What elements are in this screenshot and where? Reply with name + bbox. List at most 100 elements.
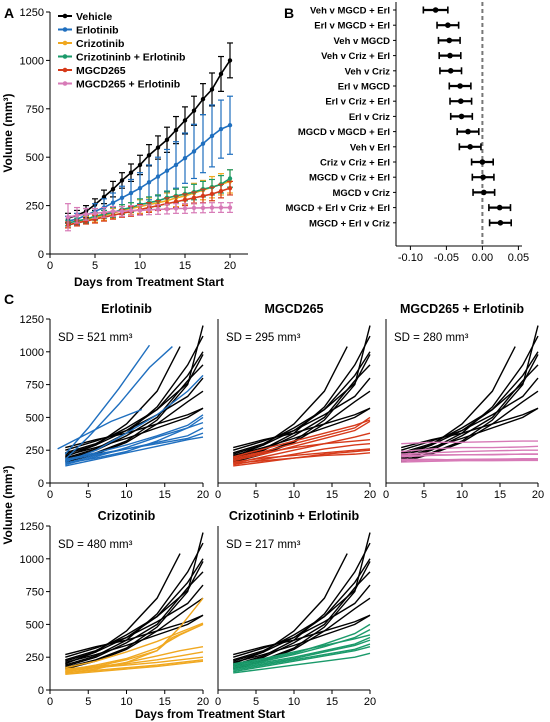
estimate-point <box>446 37 453 44</box>
estimate-point <box>481 189 487 196</box>
c1-x-tick-label: 5 <box>253 489 259 501</box>
data-point <box>155 145 161 150</box>
vehicle-mouse-line <box>233 614 371 656</box>
vehicle-mouse-line <box>400 364 539 461</box>
sd-annotation: SD = 295 mm³ <box>226 332 301 344</box>
data-point <box>191 205 197 211</box>
c4-x-tick-label: 5 <box>253 696 259 708</box>
vehicle-mouse-line <box>232 558 371 661</box>
vehicle-mouse-line <box>65 407 204 449</box>
vehicle-mouse-line <box>400 335 539 459</box>
data-point <box>191 108 197 113</box>
vehicle-mouse-line <box>65 346 181 458</box>
c0-x-tick-label: 0 <box>47 489 53 501</box>
data-point <box>227 176 233 181</box>
vehicle-mouse-line <box>400 346 516 458</box>
treated-mouse-line <box>233 623 371 666</box>
vehicle-mouse-line <box>232 561 371 662</box>
comparison-label: Veh v Criz <box>345 66 391 77</box>
data-point <box>191 195 197 201</box>
treated-mouse-line <box>64 344 151 455</box>
data-point <box>182 206 188 211</box>
a-x-axis-label: Days from Treatment Start <box>74 275 224 289</box>
treated-mouse-line <box>401 445 539 453</box>
estimate-point <box>458 113 465 120</box>
panel-b-label: B <box>284 5 294 21</box>
estimate-point <box>447 52 453 59</box>
chart-b: -0.10 -0.05 0.00 0.05 Veh v MGCD + Erl Erl v … <box>285 2 529 264</box>
vehicle-mouse-line <box>233 325 371 462</box>
comparison-label: MGCD + Erl v Criz + Erl <box>285 203 390 214</box>
vehicle-mouse-line <box>400 377 539 451</box>
c0-x-tick-label: 20 <box>197 489 209 501</box>
legend-entry: Crizotinib <box>76 38 124 50</box>
treated-mouse-line <box>64 346 173 460</box>
a-y-axis-label: Volume (mm³) <box>1 93 15 172</box>
data-point <box>155 174 161 179</box>
data-point <box>101 210 107 215</box>
c3-y-tick-label: 500 <box>26 619 44 631</box>
data-point <box>200 193 206 199</box>
c-x-axis-label: Days from Treatment Start <box>135 707 285 721</box>
estimate-point <box>480 174 486 180</box>
treated-mouse-line <box>233 629 371 668</box>
treated-mouse-line <box>233 442 371 466</box>
estimate-point <box>447 68 454 74</box>
treated-mouse-line <box>65 421 204 465</box>
c4-x-tick-label: 15 <box>326 696 338 708</box>
comparison-label: Criz v Criz + Erl <box>320 158 390 169</box>
c0-y-tick-label: 1250 <box>20 314 44 326</box>
treated-mouse-line <box>233 432 371 465</box>
legend-entry: Vehicle <box>76 11 112 23</box>
c2-x-tick-label: 15 <box>494 489 506 501</box>
data-point <box>218 188 224 194</box>
legend-entry: MGCD265 + Erlotinib <box>76 79 180 91</box>
treated-mouse-line <box>57 408 143 450</box>
treated-mouse-line <box>65 374 204 463</box>
data-point <box>200 205 206 211</box>
subplot-title: MGCD265 <box>264 302 323 316</box>
data-point <box>227 58 233 63</box>
treated-mouse-line <box>233 652 371 674</box>
vehicle-mouse-line <box>232 377 371 451</box>
subplot-title: Crizotininb + Erlotinib <box>229 509 360 523</box>
vehicle-mouse-line <box>65 558 204 661</box>
legend-marker <box>62 27 68 32</box>
data-point <box>92 211 98 216</box>
b-x-tick-label: -0.10 <box>398 252 423 264</box>
comparison-label: MGCD v Criz <box>332 188 390 199</box>
c1-x-tick-label: 20 <box>364 489 376 501</box>
data-point <box>173 127 179 133</box>
data-point <box>119 209 125 214</box>
treated-mouse-line <box>401 440 538 445</box>
c3-y-tick-label: 250 <box>26 652 44 664</box>
subplot-1: 0 5 10 15 20 MGCD265 SD = 295 mm³ <box>215 302 376 501</box>
estimate-point <box>445 22 451 29</box>
data-point <box>173 162 179 168</box>
legend-marker <box>62 40 68 46</box>
comparison-label: Erl v MGCD + Erl <box>314 21 390 32</box>
vehicle-mouse-line <box>65 553 181 665</box>
treated-mouse-line <box>233 439 371 461</box>
c3-x-tick-label: 5 <box>85 696 91 708</box>
vehicle-mouse-line <box>232 553 348 665</box>
sd-annotation: SD = 280 mm³ <box>394 332 469 344</box>
legend-entry: MGCD265 <box>76 65 126 77</box>
vehicle-mouse-line <box>400 351 539 454</box>
data-point <box>65 215 71 220</box>
treated-mouse-line <box>401 449 538 455</box>
b-x-tick-label: 0.05 <box>508 252 529 264</box>
treated-mouse-line <box>233 416 371 459</box>
data-point <box>110 209 116 214</box>
estimate-point <box>457 83 463 89</box>
data-point <box>83 212 89 217</box>
treated-mouse-line <box>233 448 371 463</box>
c0-x-tick-label: 15 <box>159 489 171 501</box>
c1-x-tick-label: 0 <box>215 489 221 501</box>
data-point <box>137 185 143 191</box>
vehicle-mouse-line <box>65 377 204 451</box>
treated-mouse-line <box>65 623 204 673</box>
data-point <box>137 208 143 213</box>
treated-mouse-line <box>65 656 204 672</box>
